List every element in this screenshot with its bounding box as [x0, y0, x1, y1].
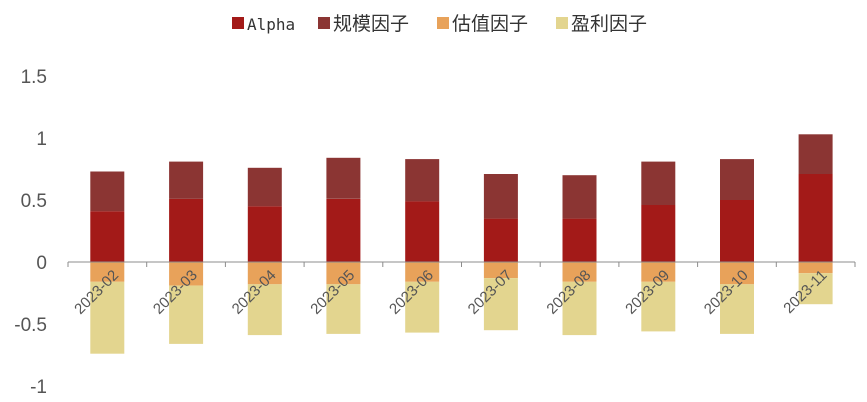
bar-segment [405, 201, 440, 262]
bar-segment [720, 262, 754, 285]
y-axis: 1.5 1 0.5 0 -0.5 -1 [14, 67, 47, 398]
bar-segment [798, 174, 833, 262]
y-tick-label: 0 [36, 253, 47, 274]
bar-segment [90, 171, 125, 212]
bar-segment [483, 174, 518, 219]
legend-label: 规模因子 [333, 13, 409, 35]
bar-segment [405, 159, 440, 202]
bar-segment [405, 281, 440, 333]
bar-segment [562, 218, 597, 262]
bar-segment [641, 205, 676, 262]
bar-segment [562, 262, 597, 282]
bar-segment [562, 175, 597, 219]
y-tick-label: 1.5 [21, 67, 47, 88]
bar-segment [169, 198, 204, 262]
bar-segment [483, 278, 518, 331]
bar-segment [641, 161, 676, 205]
bar-segment [90, 262, 125, 282]
legend-label: Alpha [247, 15, 295, 34]
bar-segment [641, 262, 676, 282]
y-tick-label: -1 [30, 377, 47, 398]
bar-segment [720, 200, 754, 262]
bar-segment [483, 262, 518, 279]
bar-segment [798, 262, 833, 274]
legend-label: 估值因子 [452, 13, 528, 35]
y-tick-label: -0.5 [14, 315, 47, 336]
bar-segment [326, 198, 361, 262]
bar-segment [326, 262, 361, 285]
legend-swatch [556, 17, 568, 29]
bar-segment [562, 281, 597, 336]
x-axis [67, 261, 856, 267]
bar-segment [720, 284, 754, 334]
bar-segment [247, 284, 282, 336]
bar-segment [247, 262, 282, 285]
legend-swatch [232, 17, 244, 29]
bar-segment [641, 281, 676, 332]
bars [90, 134, 833, 354]
bar-segment [405, 262, 440, 282]
bar-segment [720, 159, 754, 200]
legend-swatch [437, 17, 449, 29]
bar-segment [90, 281, 125, 354]
y-tick-label: 1 [36, 129, 47, 150]
bar-segment [169, 161, 204, 199]
legend-label: 盈利因子 [571, 13, 647, 35]
bar-segment [169, 285, 204, 344]
bar-segment [326, 284, 361, 334]
bar-segment [798, 273, 833, 305]
bar-segment [247, 167, 282, 207]
legend: Alpha 规模因子 估值因子 盈利因子 [232, 13, 647, 35]
bar-segment [169, 262, 204, 286]
bar-segment [247, 206, 282, 262]
legend-swatch [318, 17, 330, 29]
y-tick-label: 0.5 [21, 191, 47, 212]
bar-segment [483, 218, 518, 262]
bar-segment [326, 157, 361, 199]
bar-segment [90, 211, 125, 262]
bar-segment [798, 134, 833, 174]
